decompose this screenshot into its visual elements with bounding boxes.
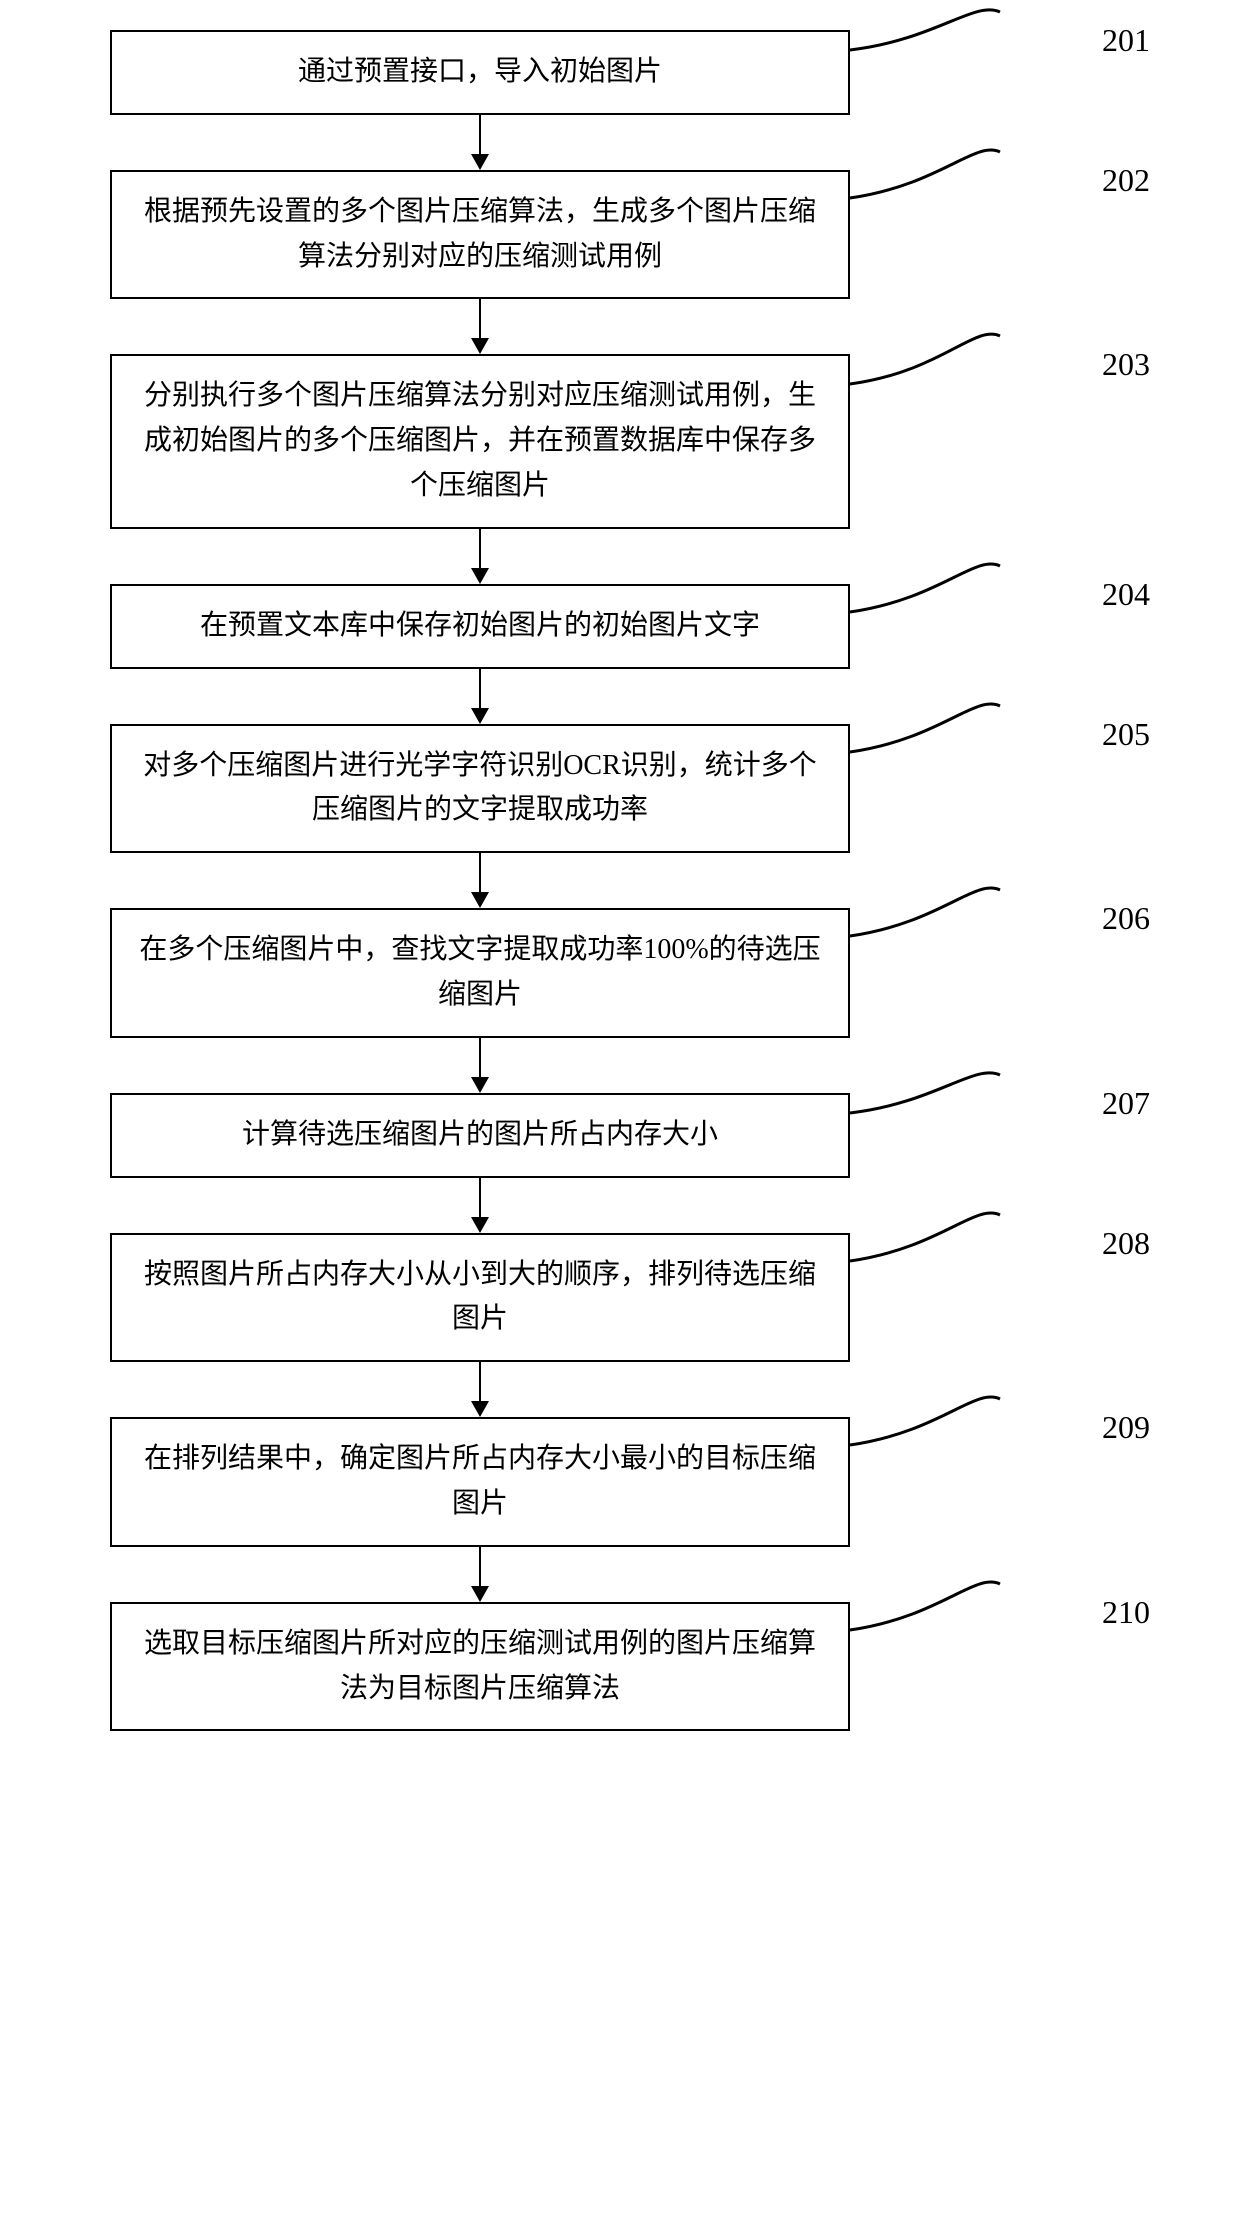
arrow-line [479, 1362, 481, 1402]
connector-arrow [110, 115, 850, 170]
step-text: 计算待选压缩图片的图片所占内存大小 [242, 1113, 718, 1158]
step-box: 分别执行多个图片压缩算法分别对应压缩测试用例，生成初始图片的多个压缩图片，并在预… [110, 354, 850, 528]
flowchart-step-205: 对多个压缩图片进行光学字符识别OCR识别，统计多个压缩图片的文字提取成功率205 [20, 724, 1220, 854]
step-box: 计算待选压缩图片的图片所占内存大小 [110, 1093, 850, 1178]
step-label: 207 [1102, 1085, 1150, 1122]
step-box: 在预置文本库中保存初始图片的初始图片文字 [110, 584, 850, 669]
arrow-head-icon [471, 1077, 489, 1093]
arrow-head-icon [471, 1586, 489, 1602]
step-label: 203 [1102, 346, 1150, 383]
step-text: 选取目标压缩图片所对应的压缩测试用例的图片压缩算法为目标图片压缩算法 [136, 1622, 824, 1712]
arrow-line [479, 1038, 481, 1078]
step-box: 按照图片所占内存大小从小到大的顺序，排列待选压缩图片 [110, 1233, 850, 1363]
arrow-head-icon [471, 708, 489, 724]
step-text: 分别执行多个图片压缩算法分别对应压缩测试用例，生成初始图片的多个压缩图片，并在预… [136, 374, 824, 508]
step-text: 在排列结果中，确定图片所占内存大小最小的目标压缩图片 [136, 1437, 824, 1527]
arrow-head-icon [471, 568, 489, 584]
step-text: 对多个压缩图片进行光学字符识别OCR识别，统计多个压缩图片的文字提取成功率 [136, 744, 824, 834]
step-label: 206 [1102, 900, 1150, 937]
flowchart-step-203: 分别执行多个图片压缩算法分别对应压缩测试用例，生成初始图片的多个压缩图片，并在预… [20, 354, 1220, 528]
step-label: 202 [1102, 162, 1150, 199]
flowchart-step-209: 在排列结果中，确定图片所占内存大小最小的目标压缩图片209 [20, 1417, 1220, 1547]
step-label: 208 [1102, 1225, 1150, 1262]
step-label: 204 [1102, 576, 1150, 613]
step-label: 205 [1102, 716, 1150, 753]
connector-arrow [110, 299, 850, 354]
arrow-line [479, 669, 481, 709]
connector-arrow [110, 669, 850, 724]
step-box: 在排列结果中，确定图片所占内存大小最小的目标压缩图片 [110, 1417, 850, 1547]
arrow-line [479, 1178, 481, 1218]
arrow-line [479, 529, 481, 569]
connector-arrow [110, 1547, 850, 1602]
connector-arrow [110, 853, 850, 908]
arrow-head-icon [471, 1217, 489, 1233]
flowchart-step-201: 通过预置接口，导入初始图片201 [20, 30, 1220, 115]
arrow-line [479, 1547, 481, 1587]
step-label: 209 [1102, 1409, 1150, 1446]
step-box: 在多个压缩图片中，查找文字提取成功率100%的待选压缩图片 [110, 908, 850, 1038]
flowchart-step-206: 在多个压缩图片中，查找文字提取成功率100%的待选压缩图片206 [20, 908, 1220, 1038]
connector-arrow [110, 529, 850, 584]
flowchart-step-208: 按照图片所占内存大小从小到大的顺序，排列待选压缩图片208 [20, 1233, 1220, 1363]
flowchart-step-207: 计算待选压缩图片的图片所占内存大小207 [20, 1093, 1220, 1178]
flowchart-step-202: 根据预先设置的多个图片压缩算法，生成多个图片压缩算法分别对应的压缩测试用例202 [20, 170, 1220, 300]
step-label: 210 [1102, 1594, 1150, 1631]
flowchart-step-204: 在预置文本库中保存初始图片的初始图片文字204 [20, 584, 1220, 669]
flowchart-container: 通过预置接口，导入初始图片201 根据预先设置的多个图片压缩算法，生成多个图片压缩… [20, 30, 1220, 1731]
connector-arrow [110, 1038, 850, 1093]
arrow-head-icon [471, 1401, 489, 1417]
step-box: 对多个压缩图片进行光学字符识别OCR识别，统计多个压缩图片的文字提取成功率 [110, 724, 850, 854]
step-box: 通过预置接口，导入初始图片 [110, 30, 850, 115]
step-text: 按照图片所占内存大小从小到大的顺序，排列待选压缩图片 [136, 1253, 824, 1343]
step-box: 根据预先设置的多个图片压缩算法，生成多个图片压缩算法分别对应的压缩测试用例 [110, 170, 850, 300]
step-text: 根据预先设置的多个图片压缩算法，生成多个图片压缩算法分别对应的压缩测试用例 [136, 190, 824, 280]
step-box: 选取目标压缩图片所对应的压缩测试用例的图片压缩算法为目标图片压缩算法 [110, 1602, 850, 1732]
step-text: 在多个压缩图片中，查找文字提取成功率100%的待选压缩图片 [136, 928, 824, 1018]
arrow-line [479, 299, 481, 339]
arrow-head-icon [471, 154, 489, 170]
flowchart-step-210: 选取目标压缩图片所对应的压缩测试用例的图片压缩算法为目标图片压缩算法210 [20, 1602, 1220, 1732]
connector-arrow [110, 1178, 850, 1233]
arrow-line [479, 853, 481, 893]
step-label: 201 [1102, 22, 1150, 59]
arrow-line [479, 115, 481, 155]
arrow-head-icon [471, 892, 489, 908]
step-text: 通过预置接口，导入初始图片 [298, 50, 662, 95]
arrow-head-icon [471, 338, 489, 354]
step-text: 在预置文本库中保存初始图片的初始图片文字 [200, 604, 760, 649]
connector-arrow [110, 1362, 850, 1417]
